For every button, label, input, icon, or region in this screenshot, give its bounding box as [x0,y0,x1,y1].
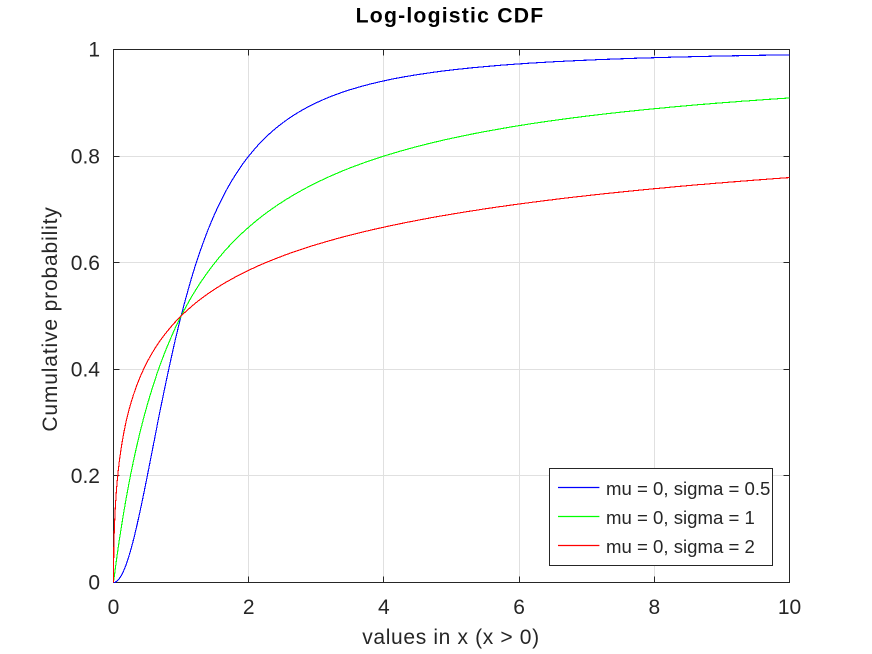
svg-text:Log-logistic CDF: Log-logistic CDF [356,4,545,27]
svg-text:0: 0 [88,572,100,595]
svg-text:6: 6 [513,596,525,619]
svg-text:10: 10 [778,596,801,619]
svg-text:0.6: 0.6 [71,252,100,275]
svg-text:mu = 0, sigma = 1: mu = 0, sigma = 1 [606,507,755,528]
svg-text:2: 2 [243,596,255,619]
svg-text:values in x (x > 0): values in x (x > 0) [362,626,540,649]
svg-text:Cumulative probability: Cumulative probability [39,206,62,431]
svg-text:0.4: 0.4 [71,359,101,382]
svg-text:mu = 0, sigma = 2: mu = 0, sigma = 2 [606,536,755,557]
svg-text:0: 0 [108,596,120,619]
svg-text:4: 4 [378,596,390,619]
svg-text:1: 1 [88,39,100,62]
svg-text:mu = 0, sigma = 0.5: mu = 0, sigma = 0.5 [606,478,770,499]
svg-text:0.8: 0.8 [71,145,100,168]
svg-text:0.2: 0.2 [71,465,100,488]
svg-text:8: 8 [648,596,660,619]
